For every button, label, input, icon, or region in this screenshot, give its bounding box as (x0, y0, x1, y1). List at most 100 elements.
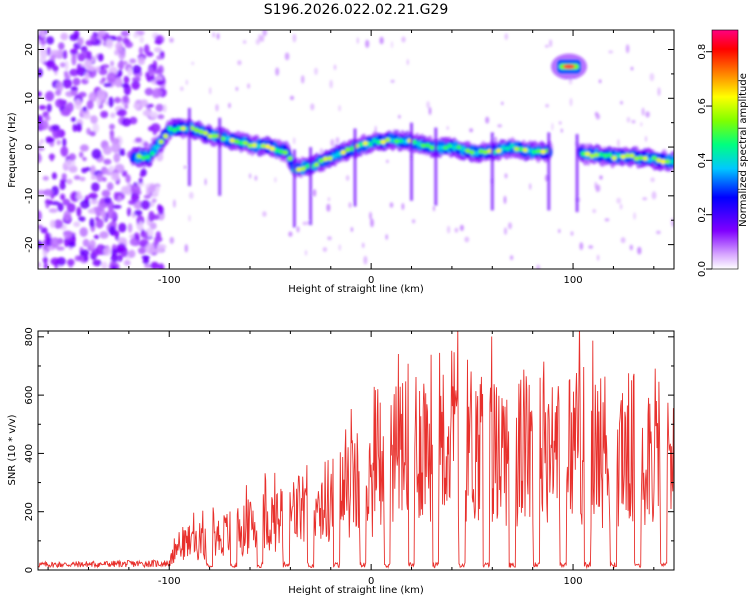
noise-blob (112, 204, 122, 209)
spec-ytick-label: -10 (24, 188, 35, 204)
noise-blob (58, 42, 65, 50)
noise-blob (97, 53, 104, 62)
noise-blob (68, 165, 78, 173)
noise-blob (101, 209, 107, 220)
noise-blob (125, 174, 131, 184)
snr-xtick-label: 100 (564, 576, 583, 587)
noise-blob (120, 83, 130, 88)
noise-speck (288, 231, 293, 237)
noise-blob (79, 227, 88, 237)
noise-blob (124, 104, 129, 110)
noise-blob (150, 261, 159, 269)
noise-blob (125, 41, 133, 48)
noise-blob (78, 216, 86, 222)
noise-speck (545, 44, 549, 48)
noise-blob (95, 218, 104, 229)
noise-blob (145, 243, 155, 255)
noise-speck (645, 111, 650, 118)
noise-blob (38, 210, 42, 222)
noise-speck (428, 106, 432, 116)
ridge-core (629, 153, 635, 159)
spec-xtick-label: 0 (368, 275, 374, 286)
noise-blob (156, 244, 165, 254)
ridge-core (158, 139, 164, 145)
noise-blob (52, 128, 61, 139)
noise-speck (529, 183, 532, 190)
noise-speck (300, 75, 305, 84)
noise-speck (191, 61, 195, 66)
ridge-core (171, 127, 178, 133)
noise-blob (106, 209, 117, 219)
noise-speck (312, 189, 317, 197)
noise-speck (598, 79, 602, 84)
noise-blob (139, 36, 145, 44)
noise-speck (569, 97, 573, 107)
ridge-core (287, 156, 293, 161)
noise-blob (131, 192, 140, 203)
noise-blob (38, 91, 42, 97)
noise-blob (129, 116, 138, 125)
ridge-core (176, 125, 182, 131)
noise-blob (123, 75, 130, 84)
noise-speck (536, 264, 541, 269)
noise-blob (40, 40, 47, 45)
noise-speck (588, 245, 594, 249)
noise-blob (120, 30, 130, 37)
ridge-core (585, 151, 591, 157)
ridge-core (154, 145, 160, 150)
snr-plot-area (38, 331, 674, 570)
noise-speck (631, 120, 636, 124)
noise-blob (110, 137, 120, 145)
noise-blob (102, 145, 112, 155)
noise-blob (82, 156, 87, 162)
noise-blob (49, 153, 55, 162)
noise-speck (327, 197, 331, 202)
ridge-core (473, 150, 480, 156)
noise-blob (139, 100, 149, 107)
ridge-core (647, 157, 653, 163)
noise-blob (78, 91, 87, 98)
noise-speck (322, 247, 328, 252)
noise-blob (56, 81, 64, 92)
noise-blob (96, 173, 104, 183)
noise-blob (160, 83, 166, 90)
ridge-core (296, 167, 302, 172)
spec-ytick-label: 20 (24, 43, 35, 56)
noise-blob (38, 142, 42, 147)
ridge-core (518, 146, 524, 152)
noise-speck (293, 137, 296, 145)
ridge-core (376, 139, 382, 145)
noise-blob (70, 48, 78, 55)
noise-speck (333, 64, 337, 71)
spectrogram-ylabel: Frequency (Hz) (7, 112, 18, 188)
ridge-core (469, 150, 475, 155)
noise-blob (108, 165, 115, 173)
noise-speck (262, 30, 267, 37)
streak (187, 108, 191, 186)
ridge-core (238, 140, 244, 146)
noise-speck (620, 101, 623, 105)
ridge-core (251, 142, 257, 148)
noise-speck (235, 86, 239, 91)
noise-speck (216, 33, 220, 40)
ridge-core (540, 149, 546, 155)
noise-blob (129, 234, 135, 239)
noise-blob (40, 30, 46, 38)
ridge-core (345, 147, 351, 153)
noise-blob (89, 239, 96, 250)
ridge-core (265, 144, 271, 150)
snr-frame (37, 330, 675, 571)
noise-blob (46, 36, 55, 45)
noise-blob (89, 208, 95, 214)
ridge-core (163, 133, 169, 139)
noise-blob (108, 225, 116, 236)
noise-blob (138, 177, 143, 184)
noise-speck (595, 184, 601, 192)
noise-blob (123, 259, 131, 266)
noise-blob (152, 60, 158, 72)
noise-speck (406, 59, 409, 66)
noise-blob (113, 152, 121, 163)
noise-speck (284, 52, 290, 61)
streak (410, 122, 413, 201)
